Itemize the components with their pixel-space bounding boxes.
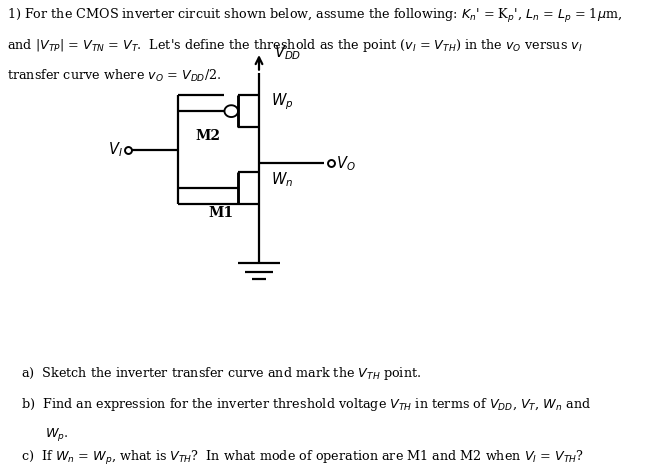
Text: $W_p$: $W_p$ [270,92,293,112]
Text: b)  Find an expression for the inverter threshold voltage $V_{TH}$ in terms of $: b) Find an expression for the inverter t… [21,396,591,413]
Text: $W_p$.: $W_p$. [21,426,69,443]
Text: c)  If $W_n$ = $W_p$, what is $V_{TH}$?  In what mode of operation are M1 and M2: c) If $W_n$ = $W_p$, what is $V_{TH}$? I… [21,449,584,467]
Text: $W_n$: $W_n$ [270,170,293,189]
Text: transfer curve where $v_O$ = $V_{DD}$/2.: transfer curve where $v_O$ = $V_{DD}$/2. [7,67,221,84]
Text: $V_I$: $V_I$ [108,140,123,159]
Text: a)  Sketch the inverter transfer curve and mark the $V_{TH}$ point.: a) Sketch the inverter transfer curve an… [21,365,421,382]
Text: M2: M2 [195,129,221,143]
Text: $V_O$: $V_O$ [336,154,355,173]
Text: $V_{DD}$: $V_{DD}$ [273,44,301,62]
Text: and $|V_{TP}|$ = $V_{TN}$ = $V_T$.  Let's define the threshold as the point ($v_: and $|V_{TP}|$ = $V_{TN}$ = $V_T$. Let's… [7,37,582,54]
Text: 1) For the CMOS inverter circuit shown below, assume the following: $K_n$' = K$_: 1) For the CMOS inverter circuit shown b… [7,7,622,25]
Text: M1: M1 [209,206,234,220]
